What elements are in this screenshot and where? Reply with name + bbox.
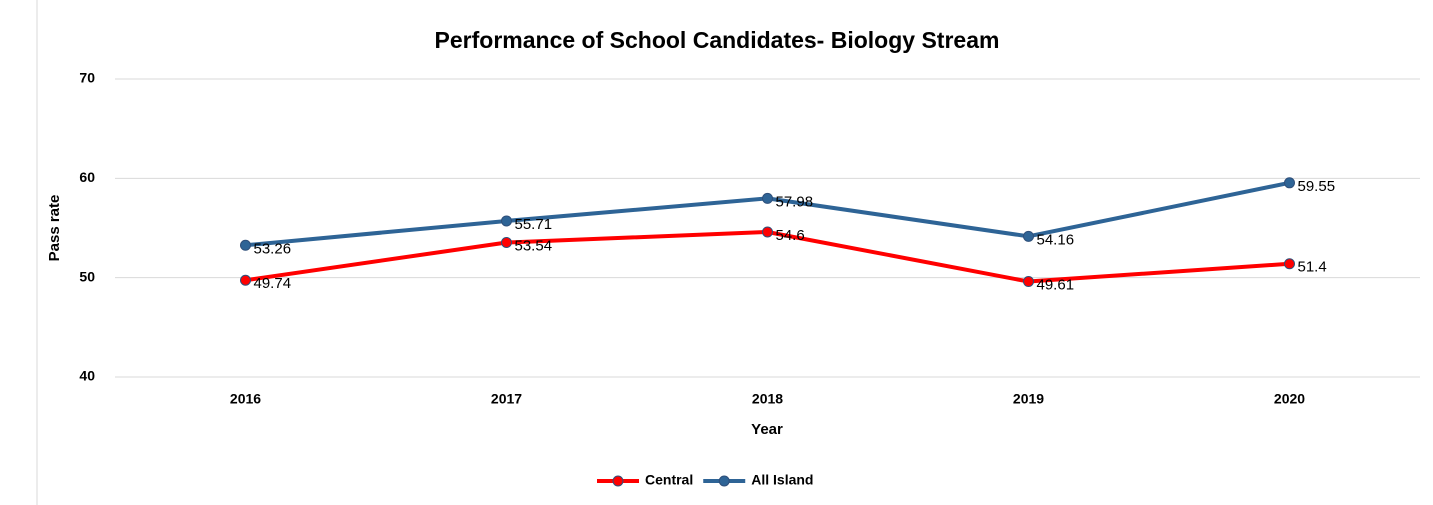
data-point (762, 226, 773, 238)
data-point (501, 215, 512, 227)
y-tick-label: 70 (79, 70, 95, 86)
legend-marker (718, 475, 730, 487)
y-tick-label: 60 (79, 169, 95, 185)
data-label: 59.55 (1298, 178, 1336, 195)
data-point (240, 274, 251, 286)
data-label: 51.4 (1298, 259, 1327, 276)
x-axis-label: Year (751, 421, 783, 438)
data-point (1284, 258, 1295, 270)
y-axis-label: Pass rate (46, 195, 63, 262)
data-point (501, 237, 512, 249)
data-label: 49.74 (254, 275, 292, 292)
data-point (762, 192, 773, 204)
chart-title: Performance of School Candidates- Biolog… (435, 27, 1000, 53)
y-tick-label: 50 (79, 268, 95, 284)
data-label: 49.61 (1037, 277, 1075, 294)
data-point (1023, 230, 1034, 242)
legend-marker (612, 475, 624, 487)
legend-label: Central (645, 472, 693, 488)
data-label: 53.26 (254, 240, 292, 257)
x-tick-label: 2019 (1013, 391, 1044, 407)
data-point (1023, 276, 1034, 288)
data-label: 55.71 (515, 216, 553, 233)
data-label: 54.16 (1037, 231, 1075, 248)
data-point (1284, 177, 1295, 189)
data-label: 54.6 (776, 227, 805, 244)
x-tick-label: 2017 (491, 391, 522, 407)
data-label: 53.54 (515, 237, 553, 254)
x-tick-label: 2018 (752, 391, 783, 407)
legend-label: All Island (751, 472, 813, 488)
y-tick-label: 40 (79, 368, 95, 384)
data-label: 57.98 (776, 193, 814, 210)
x-tick-label: 2020 (1274, 391, 1305, 407)
data-point (240, 239, 251, 251)
x-tick-label: 2016 (230, 391, 261, 407)
